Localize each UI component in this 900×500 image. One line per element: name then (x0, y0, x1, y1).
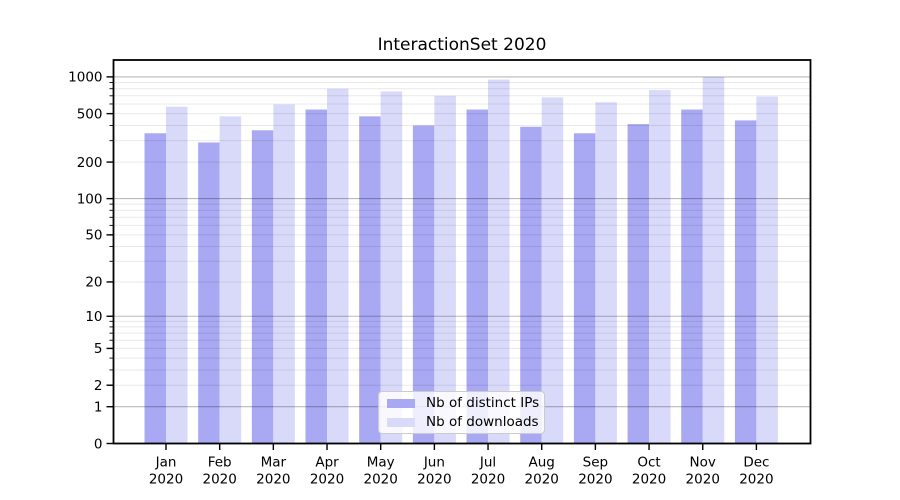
bar-ips-aug (520, 126, 542, 444)
bar-downloads-apr (327, 88, 349, 444)
x-tick-label-month-mar: Mar (261, 455, 287, 471)
bar-downloads-aug (541, 97, 564, 444)
bar-ips-may (359, 116, 381, 444)
bar-ips-nov (681, 109, 703, 444)
y-tick-label-2: 2 (94, 378, 103, 394)
legend: Nb of distinct IPs Nb of downloads (378, 391, 545, 434)
x-tick-label-year-aug: 2020 (525, 472, 559, 488)
x-tick-label-year-nov: 2020 (686, 472, 720, 488)
bar-downloads-sep (595, 102, 617, 444)
y-tick-label-50: 50 (85, 228, 102, 244)
x-tick-label-month-feb: Feb (208, 455, 232, 471)
x-tick-label-year-jul: 2020 (471, 472, 505, 488)
x-tick-label-month-oct: Oct (637, 455, 660, 471)
bar-ips-apr (305, 109, 328, 444)
legend-label-downloads: Nb of downloads (426, 414, 539, 430)
bar-ips-jul (466, 109, 489, 444)
bar-ips-mar (251, 130, 274, 444)
bar-downloads-oct (649, 90, 671, 444)
x-tick-label-month-jan: Jan (155, 455, 177, 471)
bar-downloads-feb (219, 116, 242, 444)
x-tick-label-month-nov: Nov (690, 455, 716, 471)
y-tick-label-5: 5 (94, 341, 103, 357)
bar-ips-jun (412, 125, 435, 444)
x-tick-label-month-jul: Jul (479, 455, 496, 471)
legend-swatch-distinct-ips (387, 398, 415, 408)
plot-border (112, 59, 812, 445)
x-tick-label-month-dec: Dec (743, 455, 769, 471)
chart-title: InteractionSet 2020 (377, 35, 547, 55)
x-tick-label-year-feb: 2020 (202, 472, 236, 488)
y-tick-label-0: 0 (94, 436, 103, 452)
bar-downloads-dec (756, 96, 778, 444)
y-tick-label-10: 10 (85, 309, 102, 325)
bar-downloads-nov (702, 76, 725, 444)
x-tick-label-year-may: 2020 (364, 472, 398, 488)
bar-downloads-jan (166, 106, 188, 444)
bar-ips-dec (734, 120, 757, 444)
x-tick-label-year-mar: 2020 (256, 472, 290, 488)
x-tick-label-year-sep: 2020 (578, 472, 612, 488)
bar-ips-jan (144, 133, 166, 444)
x-tick-label-month-jun: Jun (423, 455, 445, 471)
y-tick-label-100: 100 (77, 191, 103, 207)
legend-item-downloads: Nb of downloads (387, 414, 539, 430)
y-tick-label-1000: 1000 (68, 70, 102, 86)
bar-downloads-jun (434, 95, 456, 444)
x-tick-label-year-jan: 2020 (149, 472, 183, 488)
bar-downloads-mar (273, 104, 295, 444)
x-tick-label-year-oct: 2020 (632, 472, 666, 488)
x-tick-label-month-sep: Sep (583, 455, 608, 471)
bar-ips-feb (198, 142, 220, 444)
x-tick-label-month-apr: Apr (315, 455, 339, 471)
bar-ips-sep (573, 133, 596, 444)
x-tick-label-year-jun: 2020 (417, 472, 451, 488)
y-tick-label-20: 20 (85, 275, 102, 291)
x-tick-label-month-aug: Aug (529, 455, 555, 471)
x-tick-label-year-dec: 2020 (739, 472, 773, 488)
legend-label-distinct-ips: Nb of distinct IPs (426, 395, 540, 411)
x-tick-label-month-may: May (367, 455, 395, 471)
y-tick-label-500: 500 (77, 106, 103, 122)
y-tick-label-200: 200 (77, 155, 103, 171)
bar-downloads-may (380, 91, 403, 444)
bar-ips-oct (627, 124, 650, 444)
y-tick-label-1: 1 (94, 400, 103, 416)
bar-downloads-jul (488, 79, 510, 444)
legend-item-distinct-ips: Nb of distinct IPs (387, 395, 540, 411)
x-tick-label-year-apr: 2020 (310, 472, 344, 488)
legend-swatch-downloads (387, 417, 415, 427)
